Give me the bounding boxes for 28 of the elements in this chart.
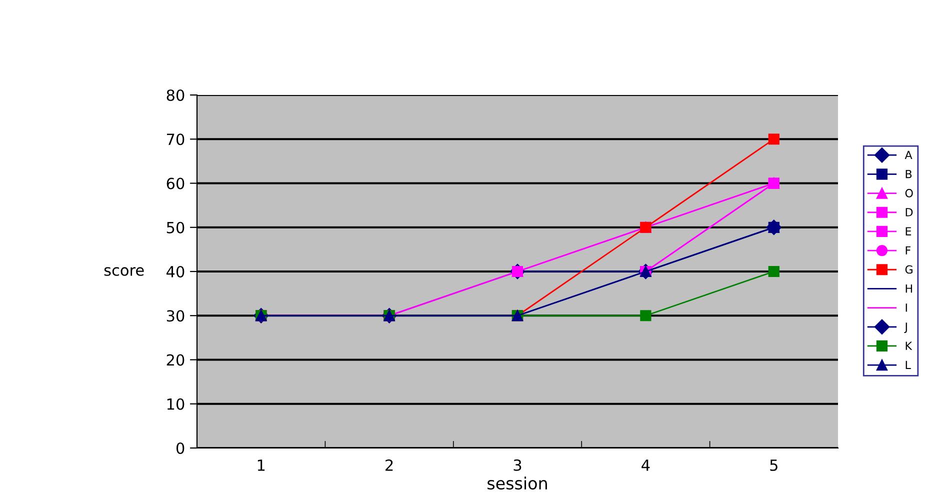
x-tick-label: 2	[386, 459, 393, 471]
y-tick-label: 40	[166, 266, 184, 278]
y-axis-title: score	[104, 267, 144, 276]
y-tick-label: 60	[166, 178, 184, 190]
y-tick-label: 50	[166, 222, 184, 234]
legend-label: H	[906, 284, 912, 293]
x-tick-label: 3	[514, 459, 522, 471]
y-tick-label: 20	[166, 354, 184, 366]
legend-label: O	[905, 188, 913, 198]
legend-label: E	[906, 227, 912, 236]
legend-label: G	[905, 265, 912, 274]
legend-label: D	[906, 208, 913, 216]
legend-label: F	[906, 246, 910, 254]
x-tick-label: 5	[770, 460, 778, 471]
y-tick-label: 70	[167, 134, 184, 146]
legend-label: I	[906, 304, 907, 312]
legend-label: B	[906, 170, 912, 178]
y-tick-label: 10	[167, 398, 184, 410]
legend-label: J	[904, 322, 907, 334]
x-tick-label: 4	[642, 460, 650, 471]
legend-label: L	[906, 360, 911, 369]
x-tick-label: 1	[258, 460, 265, 471]
y-tick-label: 80	[166, 89, 184, 102]
y-tick-label: 0	[176, 442, 184, 454]
x-axis-title: session	[488, 476, 547, 490]
y-tick-label: 30	[166, 310, 184, 322]
legend-label: A	[904, 150, 912, 159]
legend-label: K	[906, 342, 912, 350]
